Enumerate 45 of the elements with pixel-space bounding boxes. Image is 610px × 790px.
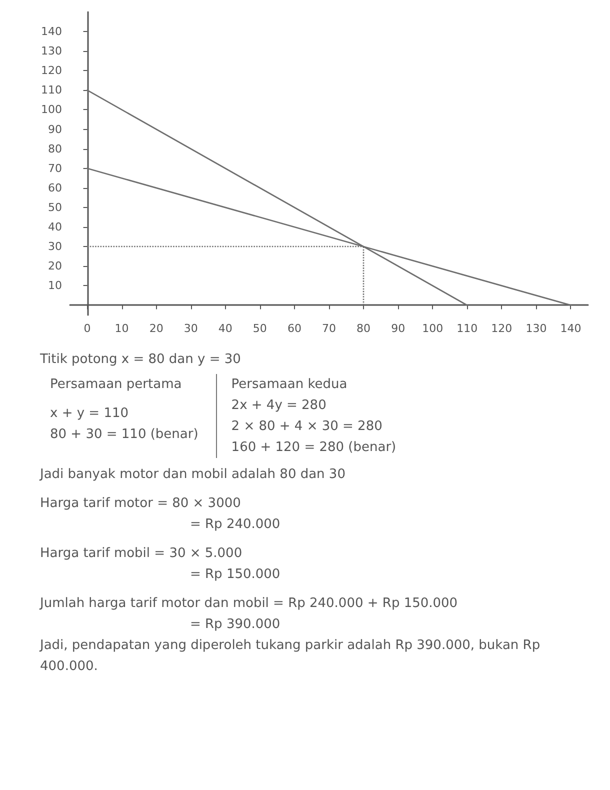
x-tick-label: 40 — [218, 322, 232, 335]
x-tick-label: 130 — [526, 322, 547, 335]
x-tick-label: 10 — [114, 322, 129, 335]
x-tick-label: 100 — [422, 322, 444, 335]
x-tick-label: 60 — [287, 322, 302, 335]
y-tick-label: 110 — [41, 84, 62, 97]
y-tick-label: 40 — [48, 220, 62, 234]
y-tick-label: 30 — [48, 240, 62, 254]
text: x + y = 110 — [50, 405, 130, 423]
text: Persamaan pertama — [50, 376, 183, 394]
y-tick-label: 100 — [41, 103, 62, 116]
y-tick-label: 60 — [48, 181, 62, 194]
x-tick-label: 30 — [184, 322, 198, 335]
text: 2x + 4y = 280 — [231, 397, 328, 415]
text: 2 × 80 + 4 × 30 = 280 — [231, 418, 384, 436]
text: Jadi, pendapatan yang diperoleh tukang parkir adalah Rp 390.000, bukan Rp 400.000. — [40, 637, 542, 676]
y-tick-label: 80 — [48, 142, 62, 156]
x-tick-label: 120 — [491, 322, 512, 335]
x-tick-label: 80 — [356, 322, 371, 335]
y-tick-label: 140 — [41, 25, 62, 38]
text: = Rp 150.000 — [189, 566, 282, 584]
x-tick-label: 110 — [456, 322, 478, 335]
text: = Rp 240.000 — [189, 516, 282, 534]
text: Titik potong x = 80 dan y = 30 — [40, 351, 242, 369]
y-tick-label: 10 — [48, 279, 62, 292]
y-tick-label: 20 — [48, 260, 62, 273]
y-tick-label: 70 — [48, 162, 62, 175]
text: = Rp 390.000 — [189, 616, 282, 634]
y-tick-label: 130 — [41, 44, 62, 58]
x-tick-label: 140 — [560, 322, 582, 335]
x-tick-label: 70 — [322, 322, 336, 335]
y-tick-label: 50 — [48, 200, 62, 214]
text: Jumlah harga tarif motor dan mobil = Rp 240.000 + Rp 150.000 — [40, 595, 459, 613]
y-tick-label: 120 — [41, 64, 62, 78]
x-tick-label: 90 — [391, 322, 406, 335]
x-tick-label: 50 — [252, 322, 267, 335]
y-tick-label: 90 — [48, 122, 62, 136]
text: Harga tarif motor = 80 × 3000 — [40, 495, 242, 513]
x-tick-label: 0 — [84, 322, 91, 335]
text: Jadi banyak motor dan mobil adalah 80 dan 30 — [40, 466, 346, 484]
x-tick-label: 20 — [149, 322, 164, 335]
text: 80 + 30 = 110 (benar) — [50, 426, 198, 444]
text: Persamaan kedua — [231, 376, 348, 394]
text: Harga tarif mobil = 30 × 5.000 — [40, 545, 244, 563]
text: 160 + 120 = 280 (benar) — [231, 439, 396, 457]
